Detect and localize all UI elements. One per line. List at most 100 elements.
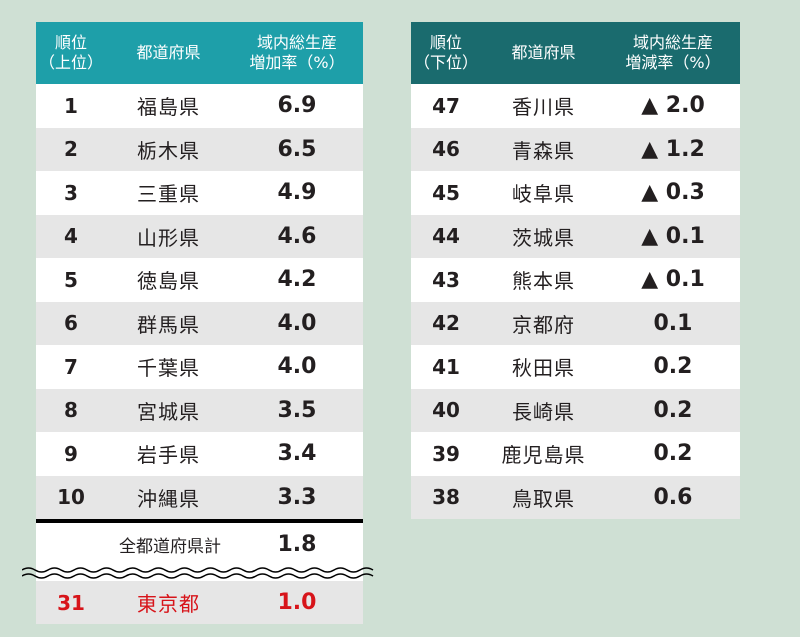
rank-cell: 3 xyxy=(64,180,78,205)
value-cell: 0.2 xyxy=(653,397,693,423)
table-row: 40 長崎県 0.2 xyxy=(411,388,740,432)
total-label: 全都道府県計 xyxy=(119,537,221,557)
prefecture-cell: 青森県 xyxy=(512,138,575,163)
rank-cell: 31 xyxy=(57,590,85,615)
top-ranking-table: 順位 （上位） 都道府県 域内総生産 増加率（%） 1 福島県 6.9 2 栃木県 6.5… xyxy=(22,22,374,624)
prefecture-cell: 栃木県 xyxy=(137,138,200,163)
rank-cell: 8 xyxy=(64,398,78,423)
total-row: 全都道府県計 1.8 xyxy=(36,523,363,566)
prefecture-cell: 宮城県 xyxy=(137,399,200,424)
prefecture-cell: 福島県 xyxy=(137,95,200,120)
prefecture-cell: 山形県 xyxy=(137,225,200,250)
rank-cell: 5 xyxy=(64,267,78,292)
value-cell: 0.2 xyxy=(653,354,693,380)
rank-cell: 44 xyxy=(432,224,460,249)
value-cell: 0.6 xyxy=(653,484,693,510)
table-row: 39 鹿児島県 0.2 xyxy=(411,432,740,476)
prefecture-column-header: 都道府県 xyxy=(136,43,201,62)
value-cell: 0.2 xyxy=(653,441,693,467)
value-cell: 6.9 xyxy=(277,93,317,119)
rank-cell: 39 xyxy=(432,441,460,466)
total-divider xyxy=(36,519,363,523)
value-cell: 3.5 xyxy=(277,397,317,423)
prefecture-cell: 岩手県 xyxy=(137,443,200,468)
rank-cell: 9 xyxy=(64,441,78,466)
table-row: 1 福島県 6.9 xyxy=(36,84,363,128)
table-row: 5 徳島県 4.2 xyxy=(36,258,363,302)
prefecture-column-header: 都道府県 xyxy=(511,43,576,62)
prefecture-cell: 岐阜県 xyxy=(512,182,575,207)
value-cell: 3.3 xyxy=(277,484,317,510)
value-cell: 3.4 xyxy=(277,441,317,467)
rank-cell: 38 xyxy=(432,485,460,510)
rank-cell: 10 xyxy=(57,485,85,510)
rank-column-header: 順位 （下位） xyxy=(413,33,478,72)
total-value: 1.8 xyxy=(277,532,317,557)
prefecture-cell: 秋田県 xyxy=(512,356,575,381)
value-cell: 1.0 xyxy=(277,590,317,615)
prefecture-cell: 東京都 xyxy=(137,592,200,616)
tokyo-highlight-row: 31 東京都 1.0 xyxy=(36,581,363,624)
value-cell: 6.5 xyxy=(277,136,317,162)
table-body: 47 香川県 ▲ 2.0 46 青森県 ▲ 1.2 45 岐阜県 ▲ 0.3 44 茨城県 ▲ 0.1… xyxy=(411,84,740,519)
value-cell: 4.0 xyxy=(277,310,317,336)
rank-cell: 7 xyxy=(64,354,78,379)
table-row: 10 沖縄県 3.3 xyxy=(36,475,363,519)
table-header: 順位 （上位） 都道府県 域内総生産 増加率（%） xyxy=(36,22,363,84)
table-row: 8 宮城県 3.5 xyxy=(36,388,363,432)
rank-cell: 4 xyxy=(64,224,78,249)
prefecture-cell: 熊本県 xyxy=(512,269,575,294)
rank-cell: 2 xyxy=(64,137,78,162)
table-row: 4 山形県 4.6 xyxy=(36,214,363,258)
prefecture-cell: 群馬県 xyxy=(137,312,200,337)
value-cell: ▲ 2.0 xyxy=(641,93,705,119)
rank-cell: 41 xyxy=(432,354,460,379)
table-row: 41 秋田県 0.2 xyxy=(411,345,740,389)
value-cell: ▲ 0.1 xyxy=(641,267,705,293)
value-cell: ▲ 0.1 xyxy=(641,223,705,249)
change-rate-column-header: 域内総生産 増減率（%） xyxy=(625,33,721,72)
value-cell: 4.6 xyxy=(277,223,317,249)
rank-cell: 40 xyxy=(432,398,460,423)
prefecture-cell: 千葉県 xyxy=(137,356,200,381)
table-row: 42 京都府 0.1 xyxy=(411,301,740,345)
rank-cell: 43 xyxy=(432,267,460,292)
table-row: 7 千葉県 4.0 xyxy=(36,345,363,389)
rank-cell: 45 xyxy=(432,180,460,205)
table-body: 1 福島県 6.9 2 栃木県 6.5 3 三重県 4.9 4 山形県 4.6 5 徳島県 4.2 6 群馬県 4… xyxy=(36,84,363,519)
table-row: 43 熊本県 ▲ 0.1 xyxy=(411,258,740,302)
prefecture-cell: 長崎県 xyxy=(512,399,575,424)
table-row: 3 三重県 4.9 xyxy=(36,171,363,215)
value-cell: 4.2 xyxy=(277,267,317,293)
table-row: 45 岐阜県 ▲ 0.3 xyxy=(411,171,740,215)
value-cell: ▲ 0.3 xyxy=(641,180,705,206)
prefecture-cell: 京都府 xyxy=(512,312,575,337)
rank-cell: 42 xyxy=(432,311,460,336)
prefecture-cell: 茨城県 xyxy=(512,225,575,250)
prefecture-cell: 徳島県 xyxy=(137,269,200,294)
table-row: 2 栃木県 6.5 xyxy=(36,127,363,171)
table-row: 44 茨城県 ▲ 0.1 xyxy=(411,214,740,258)
prefecture-cell: 鹿児島県 xyxy=(501,443,586,468)
rank-cell: 6 xyxy=(64,311,78,336)
prefecture-cell: 香川県 xyxy=(512,95,575,120)
rank-cell: 47 xyxy=(432,93,460,118)
rank-column-header: 順位 （上位） xyxy=(38,33,103,72)
table-row: 9 岩手県 3.4 xyxy=(36,432,363,476)
rank-cell: 46 xyxy=(432,137,460,162)
value-cell: 0.1 xyxy=(653,310,693,336)
prefecture-cell: 三重県 xyxy=(137,182,200,207)
rank-cell: 1 xyxy=(64,93,78,118)
value-cell: ▲ 1.2 xyxy=(641,136,705,162)
table-row: 46 青森県 ▲ 1.2 xyxy=(411,127,740,171)
table-row: 38 鳥取県 0.6 xyxy=(411,475,740,519)
prefecture-cell: 沖縄県 xyxy=(137,486,200,511)
wavy-break-line xyxy=(22,566,374,581)
table-row: 47 香川県 ▲ 2.0 xyxy=(411,84,740,128)
value-cell: 4.0 xyxy=(277,354,317,380)
table-header: 順位 （下位） 都道府県 域内総生産 増減率（%） xyxy=(411,22,740,84)
growth-rate-column-header: 域内総生産 増加率（%） xyxy=(249,33,345,72)
table-row: 6 群馬県 4.0 xyxy=(36,301,363,345)
value-cell: 4.9 xyxy=(277,180,317,206)
bottom-ranking-table: 順位 （下位） 都道府県 域内総生産 増減率（%） 47 香川県 ▲ 2.0 46 青森… xyxy=(411,22,740,519)
